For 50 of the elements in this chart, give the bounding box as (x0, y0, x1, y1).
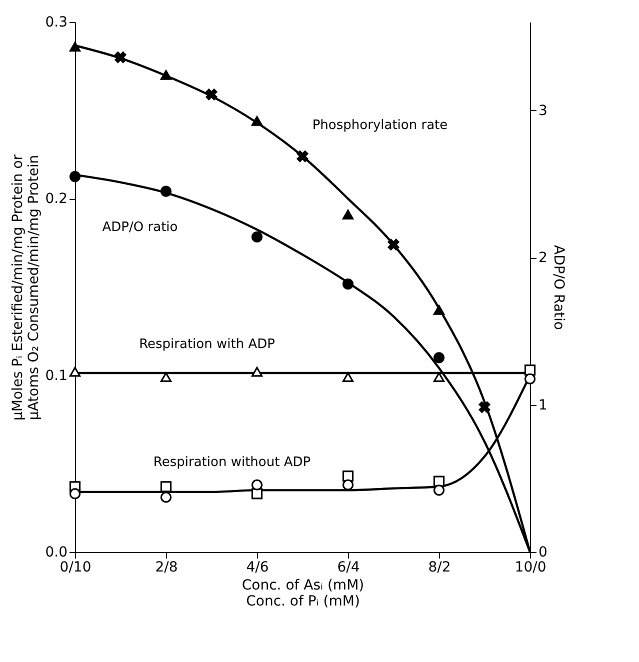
x-tick-label: 2/8 (155, 560, 178, 576)
y-tick-label: 0.3 (45, 14, 68, 30)
point (69, 488, 81, 500)
annotation: Phosphorylation rate (312, 118, 448, 133)
point (69, 42, 81, 52)
y2-tick-label: 1 (538, 397, 548, 414)
point (251, 231, 263, 242)
point (160, 70, 172, 80)
point (387, 238, 400, 251)
point (160, 186, 172, 197)
point (342, 278, 354, 290)
point (342, 470, 354, 482)
x-axis-title: Conc. of Asᵢ (mM) Conc. of Pᵢ (mM) (242, 578, 364, 610)
point (69, 366, 81, 377)
point (433, 484, 445, 496)
point (296, 150, 309, 162)
x-tick-label: 6/4 (337, 560, 360, 576)
point (160, 492, 172, 503)
annotation: Respiration with ADP (139, 337, 276, 352)
point (342, 372, 354, 382)
point (342, 210, 354, 220)
point (251, 366, 263, 377)
point (478, 401, 491, 414)
point (433, 305, 445, 315)
point (433, 372, 445, 382)
y-tick-label: 0.2 (45, 191, 68, 208)
x-tick-label: 10/0 (514, 560, 546, 576)
point (114, 51, 127, 64)
y2-tick-label: 3 (538, 102, 548, 119)
point (69, 171, 81, 182)
annotation: ADP/O ratio (102, 220, 178, 235)
annotation: Respiration without ADP (153, 455, 311, 470)
point (205, 88, 218, 100)
point (342, 479, 354, 490)
point (160, 481, 172, 492)
y-tick-label: 0.0 (45, 544, 68, 560)
y2-tick-label: 0 (538, 544, 548, 560)
point (524, 373, 536, 384)
point (524, 364, 536, 376)
y2-axis-title: ADP/O Ratio (550, 245, 566, 330)
x-tick-label: 8/2 (428, 560, 451, 576)
y-axis-title: μMoles Pᵢ Esterified/min/mg Protein or μAtoms O₂ Consumed/min/mg Protein (10, 154, 42, 421)
point (251, 116, 263, 126)
y2-tick-label: 2 (538, 250, 548, 266)
point (160, 372, 172, 382)
point (251, 479, 263, 490)
x-tick-label: 0/10 (60, 560, 92, 576)
y-tick-label: 0.1 (45, 368, 68, 384)
point (433, 352, 445, 364)
x-tick-label: 4/6 (246, 560, 269, 576)
